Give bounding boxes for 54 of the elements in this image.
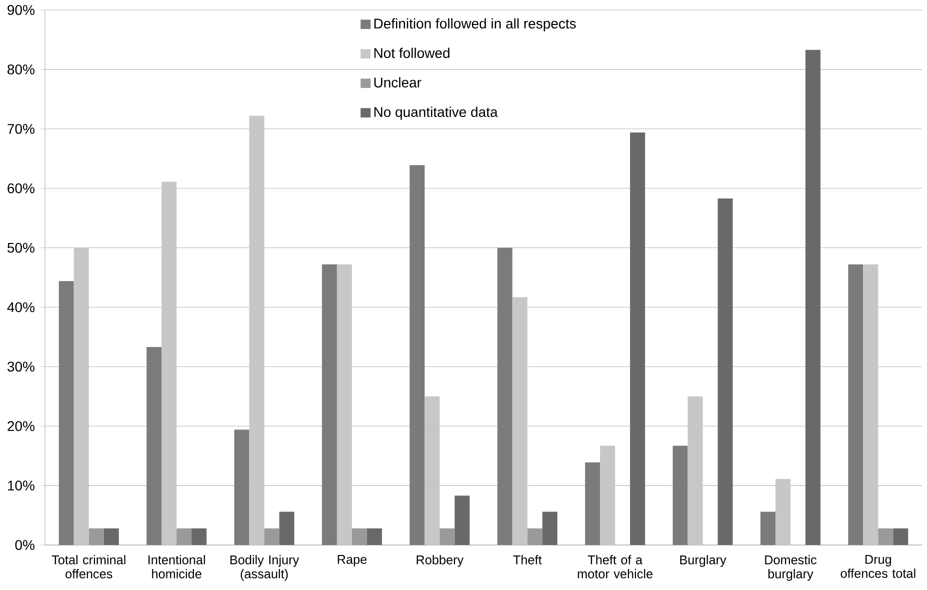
y-tick-label: 90% [8,5,34,15]
bar [74,248,89,545]
bar [410,165,425,545]
legend-label: Unclear [374,77,422,88]
bar [585,462,600,545]
x-tick-label: Rape [338,555,367,566]
bar [848,264,864,545]
bar [805,50,820,545]
y-tick-label: 10% [8,480,34,491]
y-tick-label: 60% [8,183,34,194]
x-tick-label: Domestic burglary [765,555,817,581]
bar [688,396,703,545]
bar [775,479,790,545]
x-tick-label: Robbery [416,555,464,567]
x-tick-label: Total criminal offences [52,555,126,578]
bar [600,446,616,545]
bar [234,430,250,545]
bar [279,512,294,545]
bar [760,512,776,545]
bar [146,347,162,545]
bar [630,132,646,545]
legend-label: No quantitative data [374,106,498,120]
bar [672,446,688,545]
bar [512,297,528,545]
x-tick-label: Intentional homicide [148,555,205,578]
x-tick-label: Burglary [680,555,726,567]
bar [542,512,558,545]
bar [58,281,74,545]
bar [249,116,264,545]
y-tick-label: 20% [8,421,34,432]
bar [322,264,337,545]
bar [718,198,733,545]
x-tick-label: Bodily Injury (assault) [230,555,300,581]
y-tick-label: 70% [8,124,34,134]
y-tick-label: 50% [8,242,34,253]
y-tick-label: 30% [7,362,34,372]
bar [162,182,177,545]
bar [454,496,470,545]
legend-label: Definition followed in all respects [374,18,576,32]
bar [497,248,512,545]
bar [366,528,382,545]
x-tick-label: Theft [513,555,542,564]
y-tick-label: 80% [8,64,34,74]
x-tick-label: Theft of a motor vehicle [578,555,652,578]
bar [336,264,352,545]
bar [893,528,908,545]
y-tick-label: 0% [15,540,34,550]
bar [863,264,878,545]
x-tick-label: Drug offences total [840,555,916,578]
bar [104,528,119,545]
y-tick-label: 40% [7,302,34,312]
bar [192,528,207,545]
bar [424,396,440,545]
legend-label: Not followed [374,48,450,58]
